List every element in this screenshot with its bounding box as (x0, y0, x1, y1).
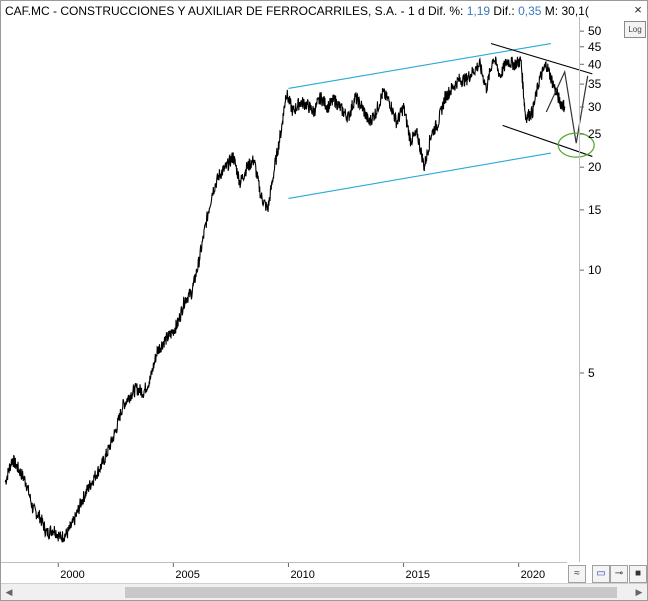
y-tick-label: 45 (588, 40, 602, 54)
company-name: CONSTRUCCIONES Y AUXILIAR DE FERROCARRIL… (60, 4, 398, 18)
scroll-left-icon[interactable]: ◀ (5, 587, 13, 597)
projection-path (545, 69, 589, 144)
dif-value: 0,35 (518, 4, 542, 18)
scroll-thumb[interactable] (125, 587, 617, 598)
separator-2: - (397, 4, 408, 18)
target-ellipse (557, 132, 595, 158)
y-tick-label: 10 (588, 263, 602, 277)
y-tick-label: 5 (588, 366, 595, 380)
price-chart: 5 10 15 20 25 30 35 40 45 50 2000 2005 2010 2015 2020 (4, 24, 602, 581)
y-tick-label: 20 (588, 160, 602, 174)
price-series-line (4, 56, 566, 543)
x-tick-label: 2005 (175, 569, 199, 581)
m-label: M: (544, 4, 559, 18)
y-tick-label: 30 (588, 100, 602, 114)
y-tick-label: 35 (588, 77, 602, 91)
log-scale-toggle-button[interactable]: Log (624, 21, 646, 38)
x-tick-label: 2000 (60, 569, 84, 581)
y-tick-label: 15 (588, 203, 602, 217)
wedge-upper-line (490, 43, 593, 75)
trend-icon[interactable]: ≈ (568, 565, 586, 583)
period-label: 1 d (407, 4, 425, 18)
horizontal-scrollbar[interactable]: ◀ ▶ (1, 583, 647, 600)
dif-label: Dif.: (493, 4, 515, 18)
color-icon[interactable]: ■ (629, 565, 647, 583)
dif-pct-value: 1,19 (466, 4, 491, 18)
x-axis (1, 562, 567, 583)
y-axis-line (579, 17, 580, 562)
pin-icon[interactable]: ⊸ (610, 565, 628, 583)
close-button[interactable]: × (634, 2, 642, 17)
dif-pct-label: Dif. %: (428, 4, 464, 18)
y-tick-label: 40 (588, 57, 602, 71)
ticker-label: CAF.MC (5, 4, 50, 18)
wedge-lower-line (502, 124, 593, 157)
channel-upper-line (288, 42, 551, 89)
x-tick-label: 2015 (406, 569, 430, 581)
m-value: 30,1( (561, 4, 589, 18)
y-tick-label: 50 (588, 24, 602, 38)
save-icon[interactable]: ▭ (592, 565, 610, 583)
x-tick-label: 2010 (290, 569, 314, 581)
scroll-right-icon[interactable]: ▶ (635, 587, 643, 597)
y-tick-label: 25 (588, 127, 602, 141)
chart-toolbar: ≈ ▭ ⊸ ■ (567, 564, 647, 583)
channel-lower-line (288, 152, 551, 200)
x-tick-label: 2020 (521, 569, 545, 581)
separator-1: - (49, 4, 61, 18)
chart-header: CAF.MC - CONSTRUCCIONES Y AUXILIAR DE FE… (5, 4, 589, 18)
